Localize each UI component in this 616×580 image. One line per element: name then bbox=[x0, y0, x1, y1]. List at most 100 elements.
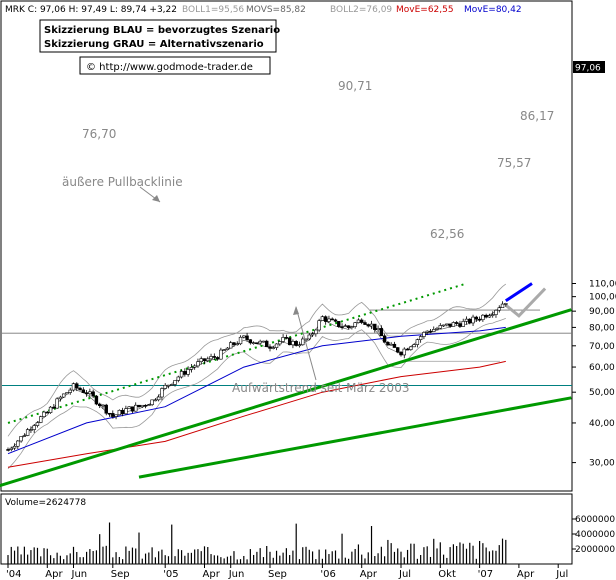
level-label-7670: 76,70 bbox=[82, 127, 116, 141]
time-tick-label: Apr bbox=[203, 569, 221, 580]
candle-body bbox=[343, 325, 348, 328]
candle-body bbox=[487, 315, 492, 318]
time-tick-label: Okt bbox=[438, 569, 456, 580]
candle-body bbox=[281, 337, 285, 342]
scenario-blue-path bbox=[504, 282, 533, 303]
candle-body bbox=[468, 318, 472, 324]
candle-body bbox=[409, 346, 413, 350]
candle-body bbox=[454, 322, 459, 324]
price-panel-frame bbox=[0, 0, 573, 492]
legend-line-gray: Skizzierung GRAU = Alternativszenario bbox=[44, 39, 264, 50]
candle-body bbox=[55, 398, 59, 409]
candle-body bbox=[215, 357, 220, 360]
volume-tick-label: 6000000 bbox=[575, 515, 615, 525]
candle-body bbox=[353, 322, 357, 327]
candle-body bbox=[206, 358, 210, 362]
candle-body bbox=[120, 409, 125, 415]
candle-body bbox=[222, 349, 226, 351]
candle-body bbox=[219, 349, 223, 360]
level-label-8617: 86,17 bbox=[520, 109, 554, 123]
volume-scale: 6000000 4000000 2000000 bbox=[572, 515, 615, 555]
candle-body bbox=[481, 314, 485, 321]
candle-body bbox=[314, 329, 318, 335]
candle-body bbox=[35, 422, 40, 426]
time-tick-label: Jul bbox=[398, 569, 411, 580]
time-tick-label: Jun bbox=[71, 569, 88, 580]
price-tick-label: 80,00 bbox=[589, 323, 615, 333]
candle-body bbox=[75, 383, 79, 389]
time-tick-label: Jul bbox=[555, 569, 568, 580]
level-label-6256: 62,56 bbox=[430, 227, 464, 241]
candle-body bbox=[340, 326, 344, 328]
trend-arrow bbox=[295, 306, 317, 381]
trend-arrow-head bbox=[293, 306, 299, 315]
candle-body bbox=[58, 396, 63, 400]
candle-body bbox=[392, 343, 397, 348]
candle-body bbox=[68, 389, 72, 393]
candle-body bbox=[268, 346, 272, 349]
candle-body bbox=[91, 391, 95, 397]
candle-body bbox=[12, 445, 17, 449]
volume-label: Volume=2624778 bbox=[5, 498, 86, 508]
candle-body bbox=[124, 408, 128, 415]
price-tick-label: 70,00 bbox=[589, 342, 615, 352]
candle-body bbox=[140, 404, 144, 408]
price-tick-label: 40,00 bbox=[589, 419, 615, 429]
time-tick-label: '05 bbox=[163, 569, 178, 580]
trend-label: Aufwärtstrend seit März 2003 bbox=[232, 381, 409, 395]
candle-body bbox=[461, 321, 465, 327]
candle-body bbox=[137, 404, 141, 408]
bollinger-lower-line bbox=[7, 318, 506, 469]
candle-body bbox=[255, 342, 259, 344]
candle-body bbox=[405, 348, 410, 351]
volume-bars-layer bbox=[7, 522, 507, 564]
candle-body bbox=[458, 323, 462, 327]
url-text: © http://www.godmode-trader.de bbox=[86, 62, 253, 73]
time-tick-label: '06 bbox=[320, 569, 335, 580]
candle-body bbox=[147, 404, 151, 407]
candle-body bbox=[379, 328, 384, 337]
candle-body bbox=[42, 411, 46, 417]
candle-body bbox=[477, 318, 482, 321]
candle-body bbox=[425, 330, 429, 333]
candle-body bbox=[150, 399, 154, 406]
candle-body bbox=[494, 309, 498, 315]
candle-body bbox=[441, 324, 446, 327]
candle-body bbox=[333, 319, 338, 322]
candle-body bbox=[199, 358, 203, 362]
candle-body bbox=[196, 361, 200, 367]
time-tick-label: Apr bbox=[45, 569, 63, 580]
candle-body bbox=[294, 341, 298, 346]
bollinger-middle-line bbox=[7, 302, 506, 452]
price-tick-label: 100,00 bbox=[589, 293, 616, 303]
candle-body bbox=[127, 406, 131, 410]
candle-body bbox=[153, 399, 158, 402]
candle-body bbox=[327, 318, 331, 322]
candle-body bbox=[176, 376, 180, 381]
indicator-movs: MOVS=85,82 bbox=[246, 5, 306, 15]
candle-body bbox=[412, 344, 416, 348]
candle-body bbox=[78, 387, 82, 391]
time-tick-label: '07 bbox=[478, 569, 493, 580]
candle-body bbox=[504, 303, 508, 305]
candle-body bbox=[323, 316, 328, 322]
candle-body bbox=[265, 340, 269, 348]
candle-body bbox=[186, 369, 190, 375]
legend-line-blue: Skizzierung BLAU = bevorzugtes Szenario bbox=[44, 25, 280, 36]
candle-body bbox=[350, 326, 354, 328]
candle-body bbox=[81, 389, 86, 393]
candle-body bbox=[287, 337, 292, 346]
candle-body bbox=[363, 322, 367, 325]
ohlc-readout: MRK C: 97,06 H: 97,49 L: 89,74 +3,22 bbox=[5, 5, 177, 15]
time-tick-label: Apr bbox=[360, 569, 378, 580]
level-label-7557: 75,57 bbox=[497, 156, 531, 170]
candle-body bbox=[396, 347, 400, 353]
candle-body bbox=[65, 392, 69, 395]
candle-body bbox=[490, 314, 495, 316]
candle-body bbox=[52, 406, 56, 409]
trend-line-main bbox=[0, 308, 572, 488]
candle-body bbox=[432, 329, 436, 333]
moving-average-red-line bbox=[7, 360, 506, 468]
candle-body bbox=[346, 325, 351, 328]
candle-body bbox=[179, 371, 184, 378]
